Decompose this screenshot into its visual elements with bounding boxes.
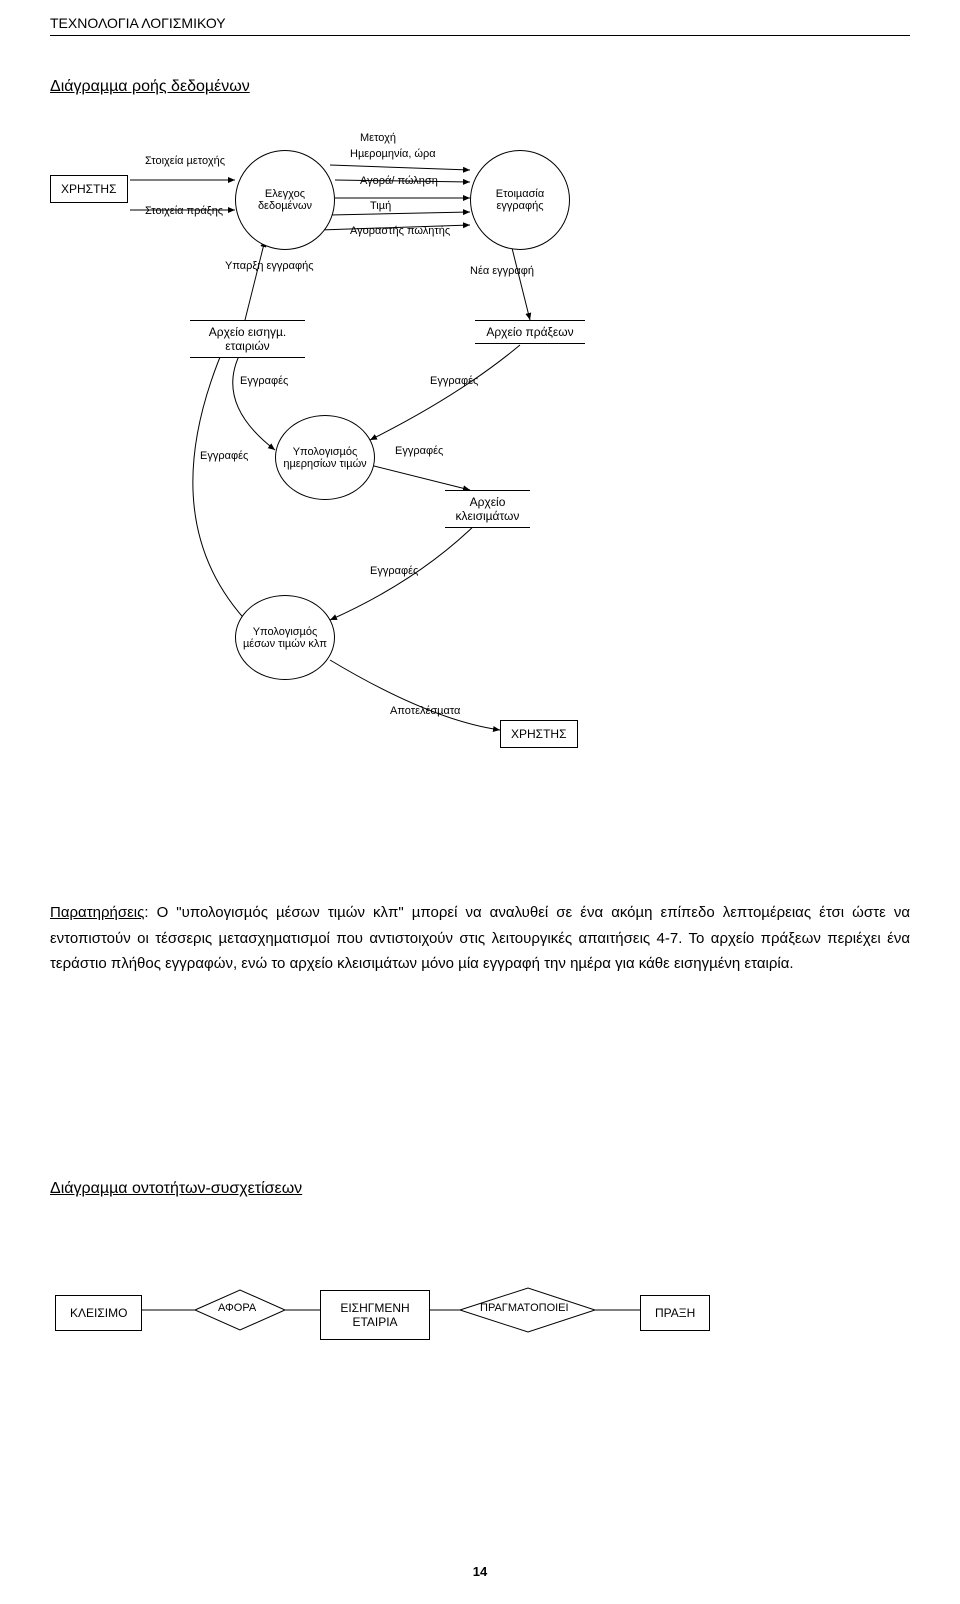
erd-title: Διάγραµµα οντοτήτων-συσχετίσεων <box>50 1180 302 1198</box>
obs-underline: Παρατηρήσεις <box>50 904 144 921</box>
erd-diagram: ΚΛΕΙΣΙΜΟ ΑΦΟΡΑ ΕΙΣΗΓΜΕΝΗ ΕΤΑΙΡΙΑ ΠΡΑΓΜΑΤ… <box>50 1280 910 1430</box>
label-timi: Τιµή <box>370 200 391 212</box>
process-imerision: Υπολογισµός ηµερησίων τιµών <box>275 415 375 500</box>
entity-user: ΧΡΗΣΤΗΣ <box>50 175 128 203</box>
process-meson: Υπολογισµός µέσων τιµών κλπ <box>235 595 335 680</box>
label-new-record: Νέα εγγραφή <box>470 265 534 277</box>
storage-kleisimaton: Αρχείο κλεισιµάτων <box>445 490 530 528</box>
storage-etairion: Αρχείο εισηγµ. εταιριών <box>190 320 305 358</box>
page-header: ΤΕΧΝΟΛΟΓΙΑ ΛΟΓΙΣΜΙΚΟΥ <box>50 15 910 36</box>
entity-user-2: ΧΡΗΣΤΗΣ <box>500 720 578 748</box>
process-elegxos: Ελεγχος δεδοµένων <box>235 150 335 250</box>
erd-etairia: ΕΙΣΗΓΜΕΝΗ ΕΤΑΙΡΙΑ <box>320 1290 430 1340</box>
obs-rest: : Ο "υπολογισµός µέσων τιµών κλπ" µπορεί… <box>50 904 910 972</box>
storage-prakseon: Αρχείο πράξεων <box>475 320 585 344</box>
erd-pragmatopoiei: ΠΡΑΓΜΑΤΟΠΟΙΕΙ <box>480 1302 569 1314</box>
page-number: 14 <box>0 1564 960 1579</box>
label-eggrafe-left: Εγγραφές <box>200 450 248 462</box>
label-agora: Αγορά/ πώληση <box>360 175 438 187</box>
label-date: Ηµεροµηνία, ώρα <box>350 148 436 160</box>
observations-text: Παρατηρήσεις: Ο "υπολογισµός µέσων τιµών… <box>50 900 910 977</box>
label-metoxi-data: Στοιχεία µετοχής <box>145 155 225 167</box>
dfd-title: Διάγραµµα ροής δεδοµένων <box>50 78 250 96</box>
label-eggrafe2: Εγγραφές <box>430 375 478 387</box>
dfd-diagram: ΧΡΗΣΤΗΣ Στοιχεία µετοχής Στοιχεία πράξης… <box>50 120 910 840</box>
label-praxis-data: Στοιχεία πράξης <box>145 205 223 217</box>
label-eggrafe5: Εγγραφές <box>370 565 418 577</box>
label-seller: Αγοραστής πωλητής <box>350 225 450 237</box>
label-metoxi: Μετοχή <box>360 132 396 144</box>
erd-kleisimo: ΚΛΕΙΣΙΜΟ <box>55 1295 142 1331</box>
erd-praxi: ΠΡΑΞΗ <box>640 1295 710 1331</box>
label-yparxi: Υπαρξη εγγραφής <box>225 260 314 272</box>
process-etoimasia: Ετοιµασία εγγραφής <box>470 150 570 250</box>
erd-afora: ΑΦΟΡΑ <box>218 1302 256 1314</box>
label-results: Αποτελέσµατα <box>390 705 460 717</box>
label-eggrafe1: Εγγραφές <box>240 375 288 387</box>
label-eggrafe3: Εγγραφές <box>395 445 443 457</box>
